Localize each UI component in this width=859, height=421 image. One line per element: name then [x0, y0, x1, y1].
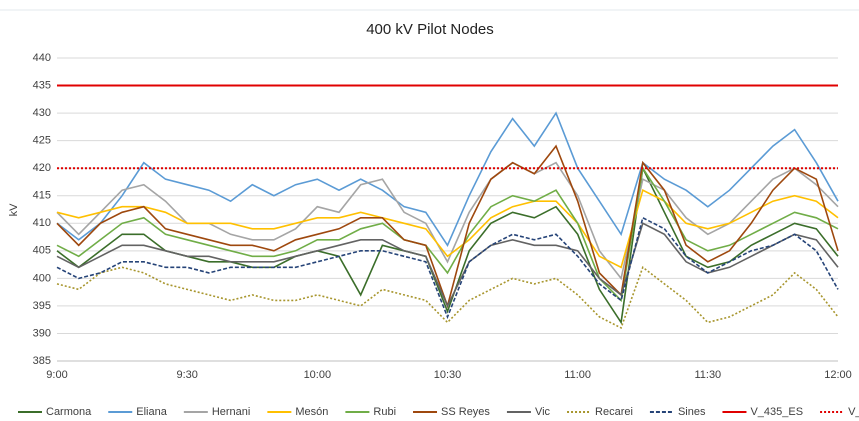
y-tick-label: 405 [33, 245, 51, 257]
y-tick-label: 425 [33, 135, 51, 147]
legend-label: SS Reyes [441, 406, 490, 418]
x-tick-label: 12:00 [824, 369, 852, 381]
x-tick-label: 9:00 [46, 369, 67, 381]
legend-label: Rubi [373, 406, 396, 418]
legend-label: V_435_ES [750, 406, 803, 418]
series-line [56, 189, 839, 269]
series-line [56, 265, 839, 330]
legend-label: Hernani [212, 406, 251, 418]
y-tick-label: 430 [33, 107, 51, 119]
y-tick-label: 440 [33, 52, 51, 64]
x-tick-label: 10:00 [304, 369, 332, 381]
series-line [56, 161, 839, 281]
x-tick-label: 10:30 [434, 369, 462, 381]
legend-label: Recarei [595, 406, 633, 418]
legend-label: Vic [535, 406, 551, 418]
series-line [56, 166, 839, 303]
series-line [56, 216, 839, 320]
chart-title: 400 kV Pilot Nodes [366, 21, 494, 38]
legend-label: V_420_PT [848, 406, 859, 418]
y-tick-label: 420 [33, 162, 51, 174]
y-tick-label: 410 [33, 217, 51, 229]
y-tick-label: 395 [33, 300, 51, 312]
y-tick-label: 385 [33, 355, 51, 367]
legend-label: Eliana [136, 406, 167, 418]
legend-label: Carmona [46, 406, 92, 418]
y-tick-label: 415 [33, 190, 51, 202]
x-tick-label: 11:00 [564, 369, 591, 381]
x-tick-label: 11:30 [694, 369, 721, 381]
legend-label: Sines [678, 406, 706, 418]
y-axis-label: kV [8, 203, 20, 217]
y-tick-label: 400 [33, 272, 51, 284]
y-tick-label: 390 [33, 327, 51, 339]
series-line [56, 111, 839, 247]
y-tick-label: 435 [33, 79, 51, 91]
legend-label: Mesón [295, 406, 328, 418]
x-tick-label: 9:30 [176, 369, 197, 381]
